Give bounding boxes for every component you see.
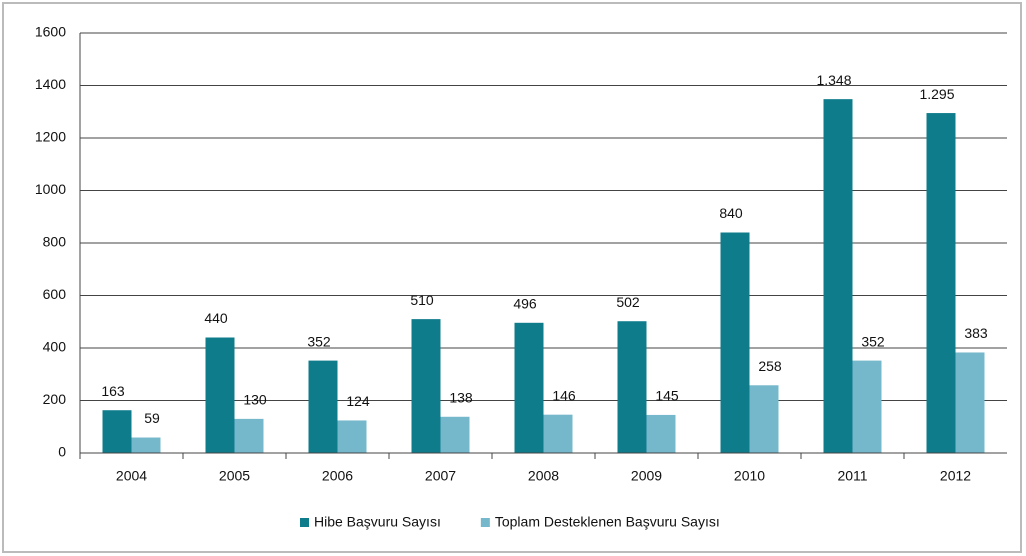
bar [234, 418, 264, 453]
bar [131, 437, 161, 453]
x-tick-label: 2010 [734, 468, 765, 484]
data-label: 124 [346, 393, 370, 409]
bar [749, 385, 779, 453]
y-tick-label: 1200 [35, 129, 66, 145]
y-tick-label: 1400 [35, 76, 66, 92]
bar [411, 319, 441, 453]
data-label: 352 [307, 333, 331, 349]
data-label: 163 [101, 383, 125, 399]
data-label: 130 [243, 392, 267, 408]
legend-swatch [300, 518, 309, 527]
bar [823, 99, 853, 454]
y-tick-label: 1600 [35, 24, 66, 40]
data-label: 145 [655, 388, 679, 404]
y-tick-label: 800 [43, 234, 67, 250]
bar [102, 410, 132, 453]
data-label: 59 [144, 410, 160, 426]
legend-label: Hibe Başvuru Sayısı [314, 514, 441, 530]
data-label: 1.348 [816, 72, 851, 88]
x-tick-label: 2004 [116, 468, 147, 484]
bar [543, 414, 573, 453]
y-tick-label: 0 [58, 444, 66, 460]
y-tick-label: 400 [43, 339, 67, 355]
bar [308, 360, 338, 453]
y-tick-label: 600 [43, 286, 67, 302]
data-label: 138 [449, 389, 473, 405]
bar [617, 321, 647, 453]
data-label: 502 [616, 294, 640, 310]
data-label: 352 [861, 333, 885, 349]
bar [646, 414, 676, 453]
x-tick-label: 2008 [528, 468, 559, 484]
x-tick-label: 2006 [322, 468, 353, 484]
x-tick-label: 2009 [631, 468, 662, 484]
x-tick-label: 2011 [837, 468, 867, 484]
data-label: 440 [204, 310, 228, 326]
data-label: 258 [758, 358, 782, 374]
bar [955, 352, 985, 453]
bar [852, 360, 882, 453]
bar [440, 416, 470, 453]
data-label: 1.295 [919, 86, 954, 102]
bar [720, 232, 750, 453]
bar [205, 337, 235, 453]
data-label: 496 [513, 296, 537, 312]
bar [514, 322, 544, 453]
bar [926, 113, 956, 453]
legend-label: Toplam Desteklenen Başvuru Sayısı [495, 514, 720, 530]
x-tick-label: 2005 [219, 468, 250, 484]
x-tick-label: 2012 [940, 468, 971, 484]
data-label: 146 [552, 387, 576, 403]
data-label: 840 [719, 205, 743, 221]
data-label: 383 [964, 325, 988, 341]
data-label: 510 [410, 292, 434, 308]
y-tick-label: 200 [43, 391, 67, 407]
bar [337, 420, 367, 453]
legend-swatch [480, 518, 490, 527]
x-tick-label: 2007 [425, 468, 456, 484]
y-tick-label: 1000 [35, 181, 66, 197]
